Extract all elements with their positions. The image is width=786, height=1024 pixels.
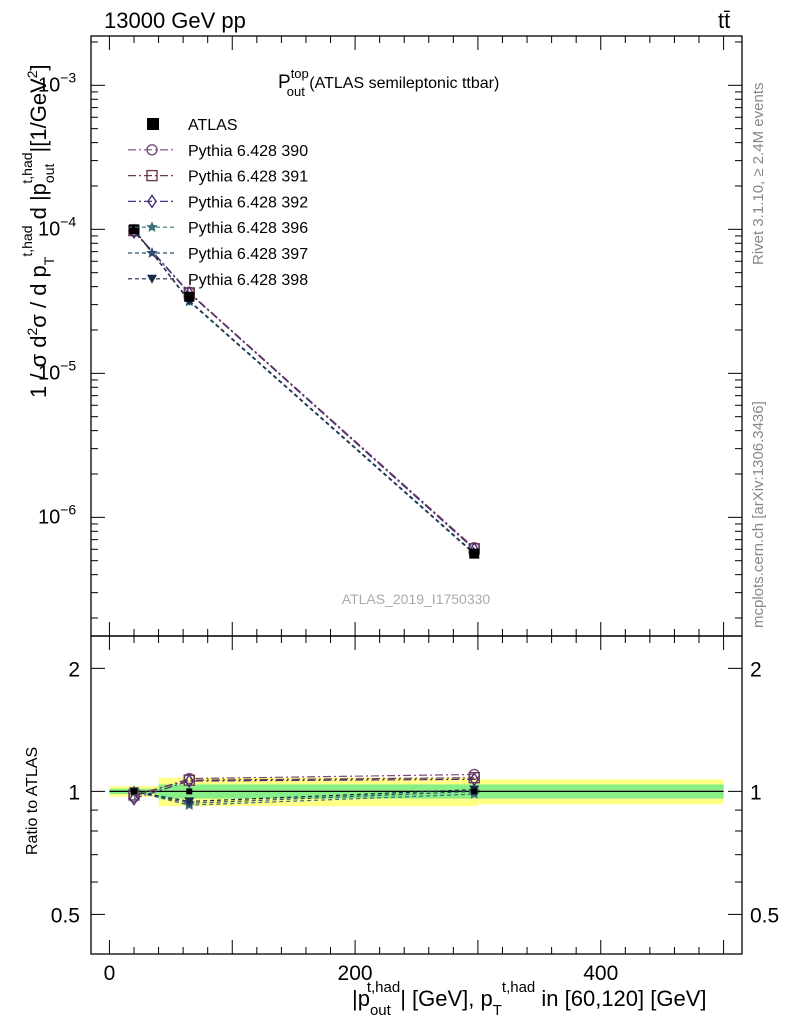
marker-diamond — [469, 772, 480, 787]
marker-square — [130, 788, 137, 795]
marker-triangle — [147, 274, 157, 284]
plot-title: Ptop out (ATLAS semileptonic ttbar) — [278, 66, 499, 99]
marker-star — [146, 247, 158, 258]
collision-label: 13000 GeV pp — [104, 8, 246, 33]
marker-square — [469, 548, 480, 559]
ratio-series-path — [133, 778, 475, 800]
legend-label: Pythia 6.428 392 — [188, 194, 308, 211]
marker-square — [146, 169, 158, 182]
x-tick-label: 200 — [338, 962, 373, 985]
ratio-panel-frame — [90, 635, 743, 955]
legend-label: Pythia 6.428 391 — [188, 169, 308, 186]
atlas-data — [128, 224, 480, 559]
legend-label: ATLAS — [188, 117, 238, 134]
marker-triangle — [184, 797, 195, 807]
ratio-y-tick-label: 0.5 — [51, 904, 80, 927]
legend-label: Pythia 6.428 390 — [188, 143, 308, 160]
marker-diamond — [129, 791, 139, 806]
marker-square — [147, 118, 159, 130]
ratio-series — [128, 768, 480, 811]
legend-label: Pythia 6.428 397 — [188, 246, 308, 263]
ratio-y-tick-label: 1 — [68, 781, 80, 804]
legend: ATLAS Pythia 6.428 390 Pythia 6.428 391 Pyt… — [128, 117, 308, 289]
legend-label: Pythia 6.428 398 — [188, 272, 308, 289]
marker-circle — [146, 144, 158, 156]
rivet-version: Rivet 3.1.10, ≥ 2.4M events — [750, 83, 767, 266]
main-axis-ticks: 10−6 10−5 10−4 10−3 — [38, 36, 742, 636]
marker-star — [146, 221, 158, 233]
marker-square — [471, 788, 478, 795]
ratio-y-tick-label: 1 — [750, 781, 762, 804]
y-tick-label: 10−4 — [38, 213, 76, 240]
ratio-series-line — [129, 772, 480, 806]
ratio-y-tick-label: 0.5 — [750, 904, 779, 927]
x-tick-label: 400 — [583, 962, 618, 985]
y-tick-label: 10−3 — [38, 69, 76, 96]
ratio-series-path — [133, 777, 475, 796]
marker-square — [128, 224, 139, 235]
marker-square — [184, 291, 195, 302]
ratio-y-axis-label: Ratio to ATLAS — [24, 747, 41, 855]
mcplots-credit: mcplots.cern.ch [arXiv:1306.3436] — [750, 401, 767, 628]
process-label: tt̄ — [718, 8, 730, 33]
marker-diamond — [184, 773, 195, 789]
ratio-y-tick-label: 2 — [68, 658, 80, 681]
ratio-axis-ticks: 0.5 0.5 1 1 2 2 0 200 400 — [51, 636, 779, 985]
ratio-y-tick-label: 2 — [750, 658, 762, 681]
y-tick-label: 10−5 — [38, 357, 76, 384]
ratio-series-path — [133, 773, 475, 798]
marker-diamond — [147, 194, 157, 209]
y-tick-label: 10−6 — [38, 501, 76, 528]
x-tick-label: 0 — [104, 962, 116, 985]
x-axis-label: |poutt,had| [GeV], pTt,had in [60,120] [… — [352, 979, 707, 1019]
legend-label: Pythia 6.428 396 — [188, 220, 308, 237]
marker-square — [186, 788, 193, 795]
analysis-id: ATLAS_2019_I1750330 — [342, 591, 491, 607]
